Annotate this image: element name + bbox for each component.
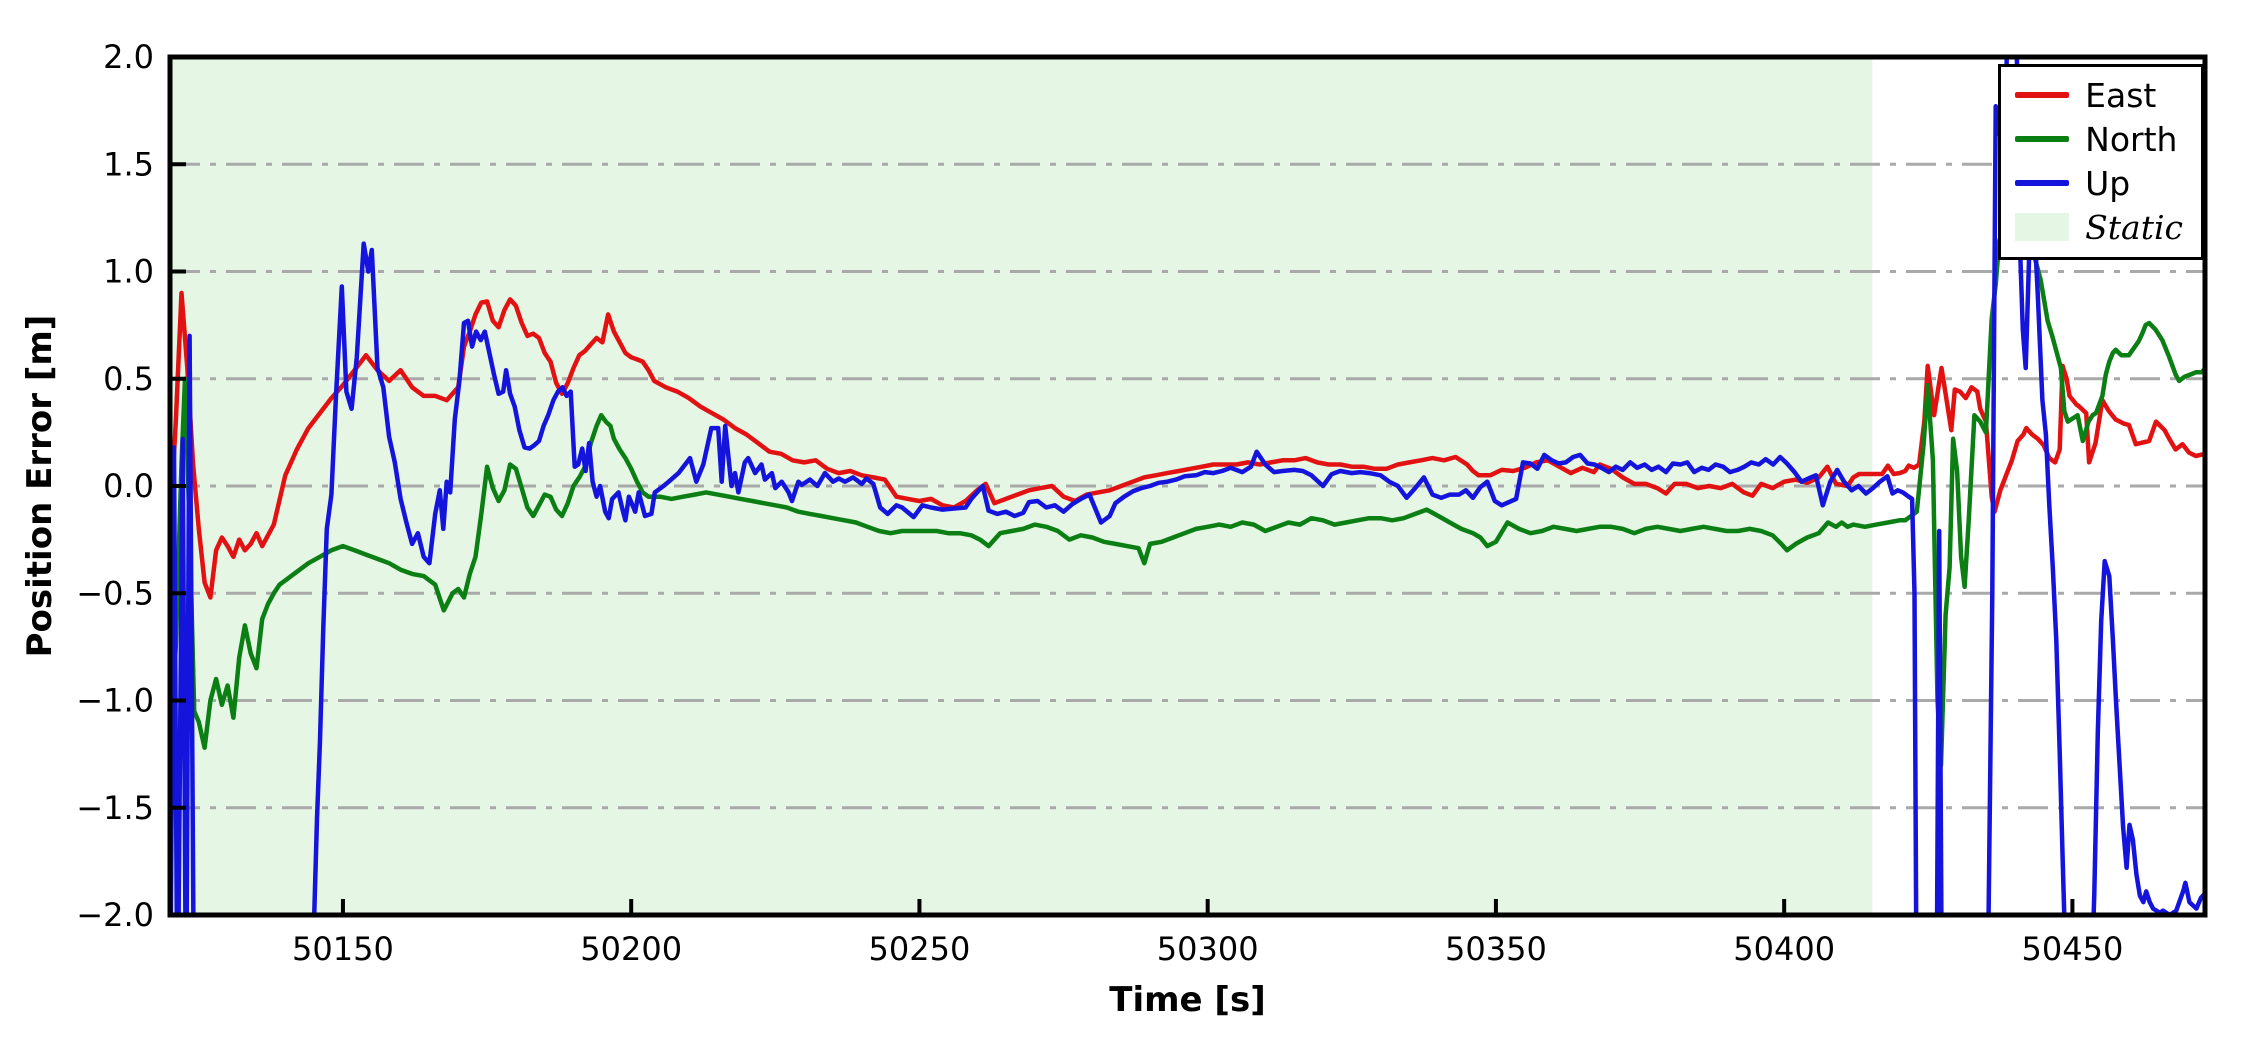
legend-label-up: Up: [2085, 163, 2131, 203]
series-line-up: [170, 57, 2205, 915]
y-tick-label: 0.5: [103, 360, 154, 398]
legend-item-north: North: [2015, 121, 2183, 157]
x-tick-label: 50350: [1445, 930, 1547, 968]
legend: East North Up Static: [1998, 64, 2204, 260]
x-tick-label: 50150: [292, 930, 394, 968]
x-tick-label: 50250: [869, 930, 971, 968]
legend-item-up: Up: [2015, 165, 2183, 201]
y-tick-label: −2.0: [76, 896, 154, 934]
legend-label-static: Static: [2085, 207, 2183, 247]
x-tick-label: 50200: [580, 930, 682, 968]
y-axis-label: Position Error [m]: [20, 314, 60, 658]
static-patch-swatch-icon: [2015, 213, 2070, 241]
north-line-swatch-icon: [2015, 136, 2070, 142]
y-tick-label: −0.5: [76, 574, 154, 612]
y-tick-label: 1.5: [103, 145, 154, 183]
y-tick-label: 0.0: [103, 467, 154, 505]
legend-item-static: Static: [2015, 209, 2183, 245]
y-tick-label: 1.0: [103, 253, 154, 291]
x-tick-label: 50300: [1157, 930, 1259, 968]
legend-label-east: East: [2085, 75, 2157, 115]
east-line-swatch-icon: [2015, 92, 2070, 98]
up-line-swatch-icon: [2015, 180, 2070, 186]
y-tick-label: −1.0: [76, 682, 154, 720]
legend-item-east: East: [2015, 77, 2183, 113]
y-tick-label: 2.0: [103, 38, 154, 76]
series-line-east: [170, 290, 2205, 600]
x-tick-label: 50450: [2022, 930, 2124, 968]
x-tick-label: 50400: [1733, 930, 1835, 968]
legend-label-north: North: [2085, 119, 2178, 159]
x-axis-label: Time [s]: [1109, 980, 1266, 1020]
y-tick-label: −1.5: [76, 789, 154, 827]
